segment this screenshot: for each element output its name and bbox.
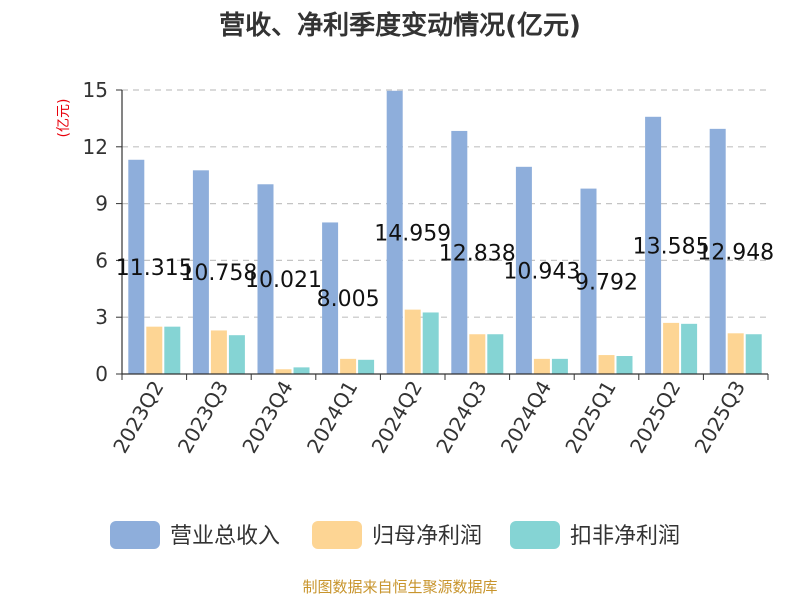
bar-营业总收入-2024Q2 bbox=[386, 90, 403, 374]
bar-扣非净利润-2023Q3 bbox=[228, 335, 245, 374]
legend-swatch-扣非净利润[interactable] bbox=[510, 521, 560, 549]
x-tick-label: 2023Q2 bbox=[108, 377, 168, 458]
data-label: 12.948 bbox=[697, 240, 774, 265]
bar-扣非净利润-2025Q3 bbox=[745, 334, 762, 374]
bar-营业总收入-2023Q3 bbox=[192, 170, 209, 374]
y-tick-label: 15 bbox=[83, 78, 108, 102]
legend-swatch-归母净利润[interactable] bbox=[312, 521, 362, 549]
x-tick-label: 2024Q2 bbox=[367, 377, 427, 458]
bar-归母净利润-2024Q2 bbox=[404, 309, 421, 374]
data-label: 10.021 bbox=[245, 268, 322, 293]
bar-营业总收入-2023Q4 bbox=[257, 184, 274, 374]
x-tick-label: 2025Q2 bbox=[625, 377, 685, 458]
bar-归母净利润-2024Q3 bbox=[469, 334, 486, 374]
data-label: 12.838 bbox=[439, 241, 516, 266]
bar-扣非净利润-2025Q1 bbox=[616, 356, 633, 374]
bar-扣非净利润-2023Q2 bbox=[164, 326, 181, 374]
x-tick-label: 2024Q3 bbox=[431, 377, 491, 458]
x-tick-label: 2023Q3 bbox=[173, 377, 233, 458]
legend-label-归母净利润[interactable]: 归母净利润 bbox=[372, 524, 482, 549]
y-tick-label: 0 bbox=[95, 362, 108, 386]
bar-归母净利润-2025Q3 bbox=[727, 333, 744, 374]
x-tick-label: 2025Q1 bbox=[560, 377, 620, 458]
gridlines bbox=[122, 89, 768, 318]
legend[interactable]: 营业总收入 归母净利润 扣非净利润 bbox=[110, 521, 680, 549]
data-label: 13.585 bbox=[633, 234, 710, 259]
y-tick-label: 6 bbox=[95, 248, 108, 272]
bar-归母净利润-2024Q4 bbox=[533, 358, 550, 374]
y-tick-label: 3 bbox=[95, 305, 108, 329]
legend-swatch-营业总收入[interactable] bbox=[110, 521, 160, 549]
bar-营业总收入-2025Q2 bbox=[645, 116, 662, 375]
x-tick-label: 2025Q3 bbox=[690, 377, 750, 458]
bar-归母净利润-2025Q1 bbox=[598, 355, 615, 374]
x-tick-label: 2024Q1 bbox=[302, 377, 362, 458]
legend-label-营业总收入[interactable]: 营业总收入 bbox=[170, 524, 280, 549]
bar-扣非净利润-2025Q2 bbox=[681, 323, 698, 374]
x-tick-label: 2023Q4 bbox=[237, 377, 297, 458]
bar-营业总收入-2024Q1 bbox=[322, 222, 339, 374]
bar-归母净利润-2025Q2 bbox=[663, 322, 680, 374]
bar-营业总收入-2025Q1 bbox=[580, 188, 597, 374]
y-axis-unit: (亿元) bbox=[56, 99, 72, 138]
y-tick-label: 12 bbox=[83, 135, 108, 159]
bar-归母净利润-2023Q4 bbox=[275, 369, 292, 374]
bar-营业总收入-2025Q3 bbox=[709, 128, 726, 374]
source-note: 制图数据来自恒生聚源数据库 bbox=[302, 578, 497, 596]
data-label: 8.005 bbox=[317, 287, 380, 312]
bar-扣非净利润-2024Q2 bbox=[422, 312, 439, 374]
bar-归母净利润-2023Q2 bbox=[146, 326, 163, 374]
data-label: 10.943 bbox=[503, 259, 580, 284]
bar-扣非净利润-2024Q3 bbox=[487, 334, 504, 374]
y-tick-label: 9 bbox=[95, 192, 108, 216]
bar-营业总收入-2024Q3 bbox=[451, 130, 468, 374]
bar-归母净利润-2023Q3 bbox=[210, 330, 227, 374]
data-label: 10.758 bbox=[180, 261, 257, 286]
bar-营业总收入-2024Q4 bbox=[515, 166, 532, 374]
bar-归母净利润-2024Q1 bbox=[340, 358, 357, 374]
legend-label-扣非净利润[interactable]: 扣非净利润 bbox=[570, 524, 680, 549]
data-label: 11.315 bbox=[116, 256, 193, 281]
bar-扣非净利润-2023Q4 bbox=[293, 367, 310, 374]
bar-扣非净利润-2024Q1 bbox=[358, 359, 375, 374]
x-tick-label: 2024Q4 bbox=[496, 377, 556, 458]
data-label: 14.959 bbox=[374, 221, 451, 246]
bar-营业总收入-2023Q2 bbox=[128, 159, 145, 374]
chart-title: 营收、净利季度变动情况(亿元) bbox=[219, 10, 581, 41]
data-label: 9.792 bbox=[575, 270, 638, 295]
bars bbox=[128, 90, 762, 375]
bar-扣非净利润-2024Q4 bbox=[551, 358, 568, 374]
